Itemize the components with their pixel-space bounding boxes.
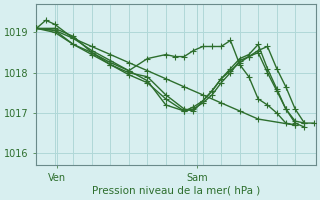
X-axis label: Pression niveau de la mer( hPa ): Pression niveau de la mer( hPa )	[92, 186, 260, 196]
